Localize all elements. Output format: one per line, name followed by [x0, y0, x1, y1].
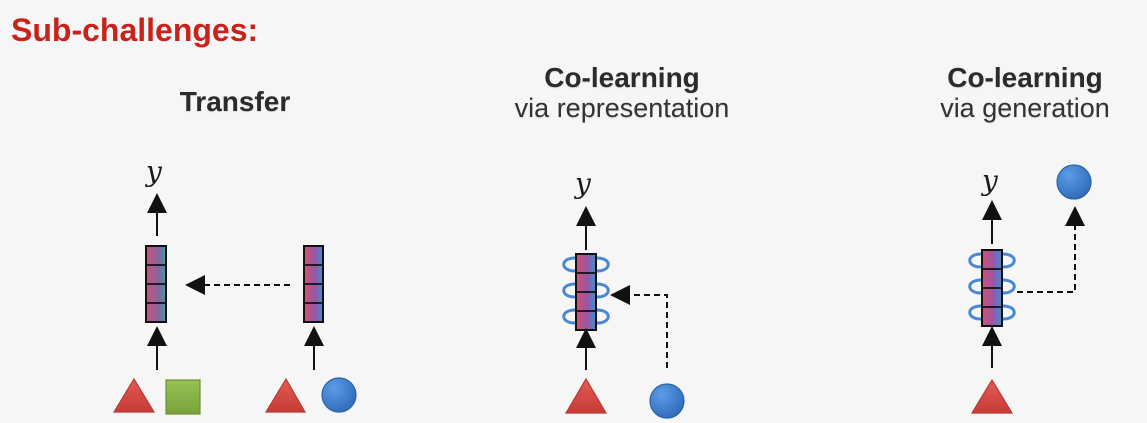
colearning-representation-triangle-icon — [564, 377, 608, 414]
colearning-generation-panel-title: Co-learning via generation — [918, 62, 1132, 123]
transfer-source-triangle-icon — [264, 377, 307, 413]
colearning-representation-dashed-arrow-icon — [610, 285, 668, 368]
colearning-generation-diagram: y — [968, 164, 1092, 414]
colearning-representation-circle-icon — [649, 383, 685, 419]
transfer-source-circle-icon — [321, 377, 357, 413]
transfer-target-representation — [145, 245, 167, 323]
colearning-generation-coil-icon — [968, 252, 1016, 321]
colearning-representation-vector — [575, 253, 597, 331]
transfer-triangle-icon — [112, 377, 156, 413]
colearning-representation-coil-icon — [562, 256, 610, 325]
slide-heading: Sub-challenges: — [11, 12, 259, 48]
transfer-panel-title: Transfer — [150, 86, 320, 118]
colearning-generation-vector — [981, 249, 1003, 327]
colearning-representation-subtitle: via representation — [514, 92, 730, 123]
colearning-generation-circle-icon — [1056, 164, 1092, 200]
colearning-generation-title: Co-learning — [947, 62, 1103, 93]
colearning-generation-subtitle: via generation — [940, 92, 1110, 123]
colearning-representation-title: Co-learning — [544, 62, 700, 93]
colearning-representation-panel-title: Co-learning via representation — [474, 62, 770, 123]
transfer-diagram: y — [112, 155, 357, 415]
transfer-square-icon — [165, 379, 201, 415]
transfer-output-label: y — [144, 155, 163, 188]
transfer-title: Transfer — [179, 86, 291, 117]
colearning-representation-diagram: y — [562, 167, 685, 419]
colearning-generation-output-label: y — [980, 164, 999, 197]
colearning-generation-triangle-icon — [970, 378, 1014, 414]
colearning-representation-output-label: y — [573, 167, 592, 200]
transfer-source-representation — [303, 245, 324, 323]
colearning-generation-dashed-arrow-icon — [1017, 206, 1085, 293]
